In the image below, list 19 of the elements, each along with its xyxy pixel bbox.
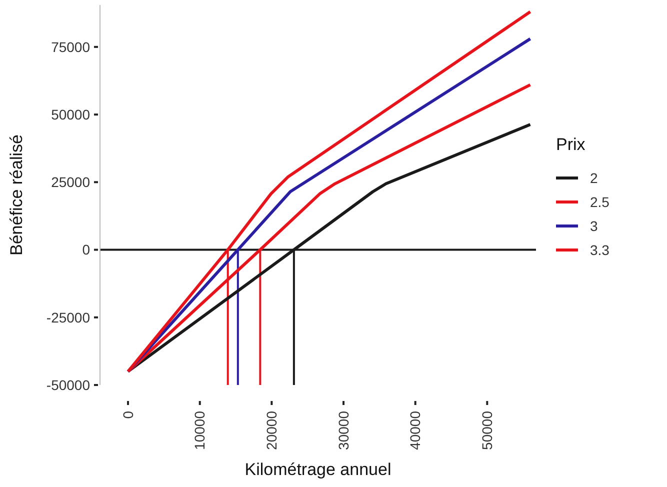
y-tick-label: 25000	[51, 174, 90, 190]
legend-label: 3	[590, 218, 598, 234]
legend-title: Prix	[556, 135, 586, 154]
legend-label: 2.5	[590, 194, 610, 210]
y-tick-label: 75000	[51, 38, 90, 55]
legend-label: 2	[590, 170, 598, 186]
y-tick-label: 50000	[51, 106, 90, 122]
x-tick-label: 20000	[264, 410, 280, 450]
x-tick-label: 10000	[192, 410, 208, 450]
y-tick-label: 0	[82, 242, 90, 258]
x-tick-label: 40000	[407, 410, 424, 450]
legend-label: 3.3	[590, 242, 610, 258]
x-tick-label: 50000	[479, 410, 496, 450]
x-axis-title: Kilométrage annuel	[244, 460, 392, 479]
y-tick-label: -25000	[46, 309, 90, 326]
x-tick-label: 0	[120, 410, 136, 419]
x-tick-label: 30000	[335, 410, 352, 450]
y-tick-label: -50000	[46, 376, 90, 393]
y-axis-title: Bénéfice réalisé	[7, 134, 26, 256]
